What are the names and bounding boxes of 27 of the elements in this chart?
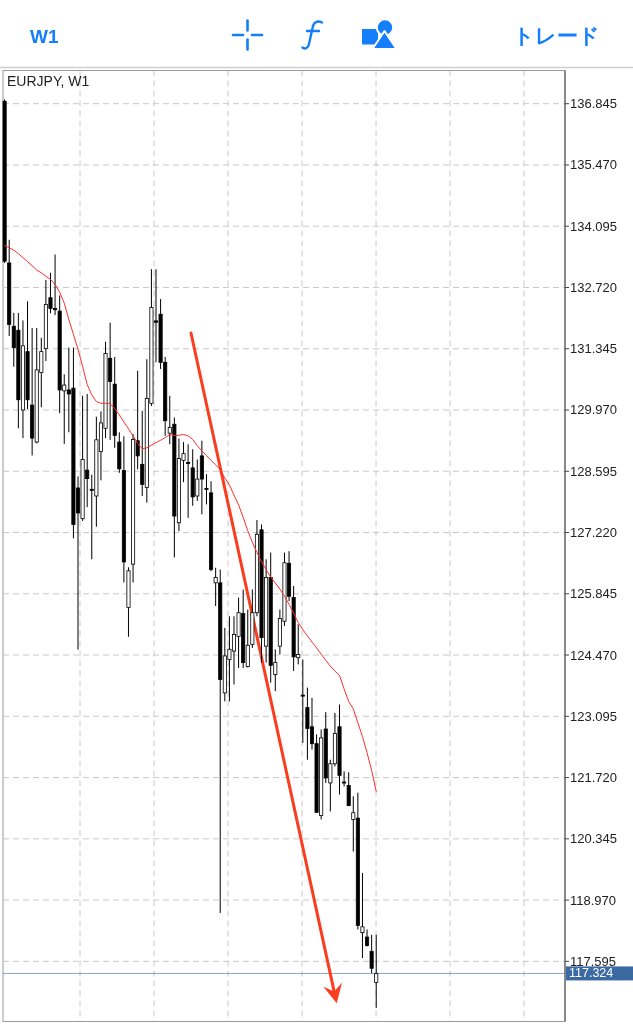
y-tick-label: 123.095 [570,708,617,724]
candlestick [369,934,374,974]
y-tick-label: 118.970 [570,892,617,908]
y-tick-label: 127.220 [570,525,617,541]
chart-title: EURJPY, W1 [7,72,90,89]
y-tick-label: 120.345 [570,831,617,847]
candlestick [374,934,379,1009]
y-tick-label: 135.470 [570,157,617,173]
ref-line-label: 117.324 [569,966,614,981]
y-tick-label: 121.720 [570,770,617,786]
y-tick-label: 132.720 [570,279,617,295]
candlestick [227,615,232,702]
y-tick-label: 117.595 [570,953,617,969]
y-tick-label: 129.970 [570,402,617,418]
candlestick [245,609,250,669]
y-tick-label: 134.095 [570,218,617,234]
candlestick [305,687,310,761]
y-tick-label: 128.595 [570,463,617,479]
y-tick-label: 131.345 [570,341,617,357]
y-tick-label: 125.845 [570,586,617,602]
y-tick-label: 124.470 [570,647,617,663]
text: W1 [30,25,59,47]
line-series [4,245,377,792]
text: トレード [513,24,600,48]
candlestick [346,771,351,807]
candlestick [300,659,305,744]
y-tick-label: 136.845 [570,96,617,112]
